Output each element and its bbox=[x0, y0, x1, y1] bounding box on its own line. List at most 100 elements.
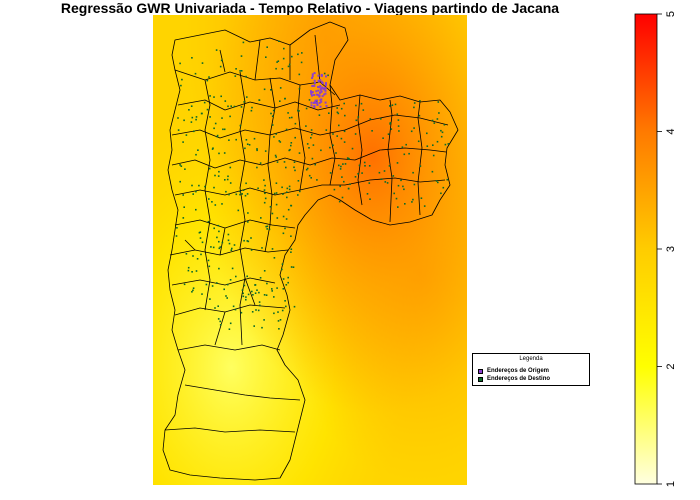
destination-point bbox=[214, 174, 216, 177]
destination-point bbox=[276, 61, 278, 63]
destination-point bbox=[215, 49, 218, 51]
destination-point bbox=[297, 180, 300, 182]
destination-point bbox=[214, 307, 216, 309]
destination-point bbox=[325, 129, 328, 131]
destination-point bbox=[187, 269, 190, 272]
destination-point bbox=[297, 194, 299, 196]
destination-point bbox=[218, 152, 220, 155]
destination-point bbox=[213, 127, 215, 130]
destination-point bbox=[191, 271, 193, 273]
destination-point bbox=[281, 309, 284, 312]
destination-point bbox=[223, 128, 226, 131]
destination-point bbox=[220, 95, 222, 98]
destination-point bbox=[282, 193, 284, 195]
destination-point bbox=[300, 61, 303, 64]
destination-points bbox=[175, 40, 450, 330]
destination-point bbox=[423, 205, 426, 207]
destination-point bbox=[245, 75, 247, 78]
destination-point bbox=[286, 187, 289, 190]
destination-point bbox=[298, 73, 301, 76]
destination-point bbox=[287, 276, 289, 279]
origin-point bbox=[318, 95, 321, 98]
destination-point bbox=[257, 187, 259, 190]
destination-point bbox=[357, 116, 360, 118]
destination-point bbox=[225, 295, 227, 297]
destination-point bbox=[221, 117, 223, 119]
origin-point bbox=[311, 91, 314, 94]
destination-point bbox=[332, 144, 334, 147]
origin-point bbox=[321, 82, 324, 84]
destination-point bbox=[229, 182, 232, 184]
destination-point bbox=[277, 320, 280, 322]
destination-point bbox=[287, 281, 289, 284]
destination-point bbox=[190, 105, 193, 107]
destination-point bbox=[338, 164, 340, 167]
destination-point bbox=[285, 305, 287, 308]
destination-point bbox=[329, 146, 331, 149]
destination-point bbox=[357, 173, 359, 175]
destination-point bbox=[413, 183, 416, 186]
destination-point bbox=[244, 147, 246, 150]
destination-point bbox=[308, 99, 311, 101]
destination-point bbox=[217, 305, 219, 307]
destination-point bbox=[209, 298, 211, 300]
destination-point bbox=[293, 166, 295, 169]
destination-point bbox=[271, 248, 274, 250]
origin-point bbox=[323, 93, 326, 96]
destination-point bbox=[279, 100, 281, 102]
origin-point bbox=[316, 104, 319, 106]
destination-point bbox=[435, 180, 438, 182]
destination-point bbox=[291, 55, 293, 58]
destination-point bbox=[311, 133, 313, 136]
destination-point bbox=[208, 265, 211, 268]
destination-point bbox=[386, 182, 389, 184]
origin-point bbox=[324, 92, 327, 95]
destination-point bbox=[413, 106, 415, 109]
destination-point bbox=[340, 165, 342, 168]
destination-point bbox=[216, 136, 219, 138]
origin-point bbox=[324, 87, 327, 90]
destination-point bbox=[362, 109, 365, 111]
destination-point bbox=[208, 198, 210, 200]
destination-point bbox=[263, 201, 266, 204]
destination-point bbox=[311, 157, 314, 160]
destination-point bbox=[354, 176, 357, 178]
destination-point bbox=[297, 53, 299, 56]
destination-point bbox=[344, 114, 346, 117]
destination-point bbox=[229, 322, 232, 325]
destination-point bbox=[232, 305, 235, 308]
destination-point bbox=[354, 133, 357, 135]
destination-point bbox=[251, 311, 254, 313]
destination-point bbox=[246, 96, 248, 98]
destination-point bbox=[200, 253, 202, 256]
destination-point bbox=[195, 190, 197, 193]
destination-point bbox=[336, 111, 339, 114]
destination-point bbox=[447, 143, 450, 145]
destination-point bbox=[299, 190, 301, 193]
destination-point bbox=[263, 189, 266, 191]
destination-point bbox=[432, 154, 435, 157]
destination-point bbox=[259, 304, 261, 307]
destination-point bbox=[251, 106, 253, 109]
destination-point bbox=[412, 171, 414, 174]
destination-point bbox=[346, 157, 349, 159]
destination-point bbox=[389, 105, 391, 107]
destination-point bbox=[329, 172, 332, 174]
destination-point bbox=[282, 232, 285, 235]
destination-point bbox=[176, 227, 178, 229]
destination-point bbox=[285, 166, 287, 169]
destination-point bbox=[195, 208, 197, 211]
destination-point bbox=[266, 225, 269, 228]
origin-point bbox=[319, 85, 322, 87]
destination-point bbox=[218, 240, 220, 243]
destination-point bbox=[410, 130, 413, 133]
destination-point bbox=[437, 101, 440, 103]
destination-point bbox=[433, 122, 436, 124]
destination-point bbox=[277, 60, 280, 62]
destination-point bbox=[419, 165, 422, 167]
origin-point bbox=[319, 79, 322, 82]
destination-point bbox=[294, 122, 297, 125]
destination-point bbox=[420, 197, 423, 199]
destination-point bbox=[290, 266, 293, 268]
